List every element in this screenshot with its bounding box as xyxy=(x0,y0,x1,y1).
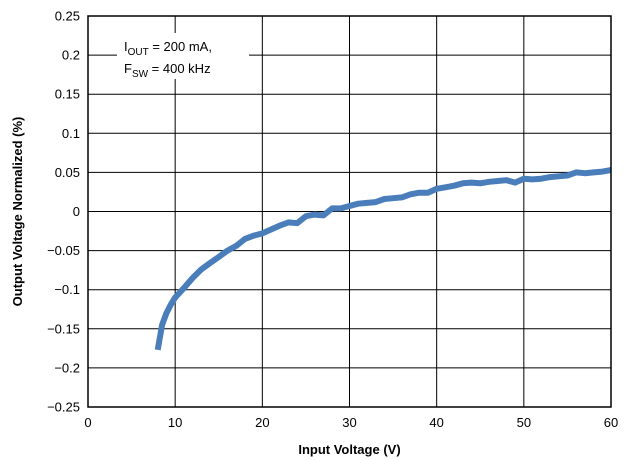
y-tick-label: 0 xyxy=(73,204,80,219)
annotation-fsw: FSW = 400 kHz xyxy=(124,61,211,80)
x-tick-labels: 0 10 20 30 40 50 60 xyxy=(84,415,618,430)
x-tick-label: 0 xyxy=(84,415,91,430)
x-axis-title: Input Voltage (V) xyxy=(298,442,400,457)
y-tick-label: 0.05 xyxy=(55,165,80,180)
y-tick-label: 0.2 xyxy=(62,48,80,63)
x-tick-label: 50 xyxy=(517,415,531,430)
annotation-box: IOUT = 200 mA, FSW = 400 kHz xyxy=(117,33,249,80)
annotation-background xyxy=(117,33,249,79)
annotation-iout: IOUT = 200 mA, xyxy=(124,39,212,58)
x-tick-label: 30 xyxy=(342,415,356,430)
y-tick-label: −0.2 xyxy=(54,360,80,375)
annotation-iout-sub: OUT xyxy=(128,47,149,58)
y-axis-title: Output Voltage Normalized (%) xyxy=(10,117,25,307)
y-tick-label: −0.25 xyxy=(47,400,80,415)
x-tick-label: 60 xyxy=(604,415,618,430)
y-tick-label: −0.15 xyxy=(47,321,80,336)
x-tick-label: 40 xyxy=(429,415,443,430)
plot-frame xyxy=(87,15,612,408)
series-layer xyxy=(154,167,612,351)
annotation-fsw-main: F xyxy=(124,61,132,76)
annotation-iout-main: I xyxy=(124,39,128,54)
x-tick-label: 10 xyxy=(168,415,182,430)
y-tick-label: 0.25 xyxy=(55,9,80,24)
y-tick-label: 0.1 xyxy=(62,126,80,141)
annotation-iout-value: = 200 mA, xyxy=(149,39,212,54)
series-line xyxy=(154,167,612,351)
y-tick-label: −0.05 xyxy=(47,243,80,258)
y-tick-label: −0.1 xyxy=(54,282,80,297)
y-tick-label: 0.15 xyxy=(55,87,80,102)
annotation-fsw-value: = 400 kHz xyxy=(148,61,211,76)
annotation-fsw-sub: SW xyxy=(132,69,149,80)
y-tick-labels: 0.25 0.2 0.15 0.1 0.05 0 −0.05 −0.1 −0.15 −0.2 −0.… xyxy=(47,9,80,415)
x-tick-label: 20 xyxy=(255,415,269,430)
